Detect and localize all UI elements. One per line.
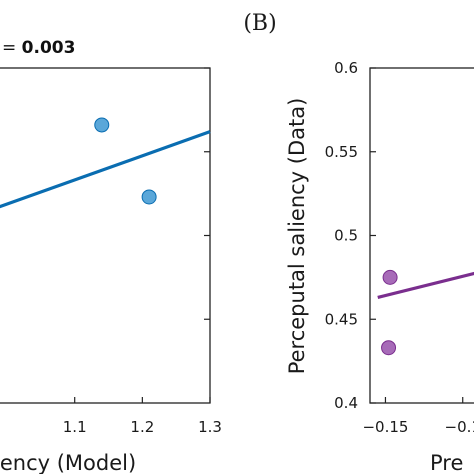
right-chart: 0.40.450.50.550.6−0.15−0.1−0.05 [325,59,474,436]
left-xlabel: iency (Model) [0,451,136,474]
y-tick-label: 0.45 [325,310,358,328]
y-tick-label: 0.5 [334,227,358,245]
panel-label: (B) [243,11,276,36]
left-chart: 1.1 1.2 1.3 [0,67,222,436]
data-point [141,189,157,205]
y-tick-label: 0.6 [334,59,358,77]
x-tick-label: 1.1 [63,418,87,436]
x-tick-label: 1.3 [198,418,222,436]
data-point [382,269,398,285]
data-point [94,117,110,133]
regression-line [377,271,474,300]
x-tick-label: −0.1 [445,418,474,436]
stat-text: = 0.003 [2,38,75,58]
y-tick-label: 0.55 [325,143,358,161]
y-tick-label: 0.4 [334,394,358,412]
stat-text-value: 0.003 [22,38,76,58]
right-ylabel: Perceputal saliency (Data) [285,98,309,375]
regression-line [0,130,211,209]
stat-text-prefix: = [2,38,22,58]
x-tick-label: −0.15 [362,418,408,436]
right-xlabel: Pre [430,451,463,474]
x-tick-label: 1.2 [130,418,154,436]
data-point [381,340,397,356]
